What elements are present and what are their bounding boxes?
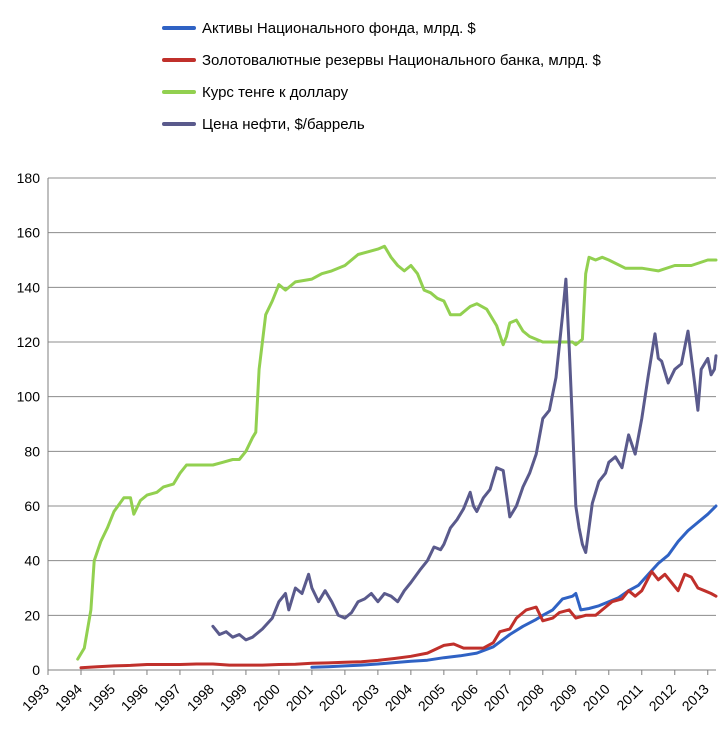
y-tick-label: 140	[17, 279, 41, 295]
y-tick-label: 180	[17, 170, 41, 186]
x-tick-label: 2009	[547, 681, 580, 714]
x-tick-label: 1996	[118, 681, 151, 714]
x-tick-label: 1995	[85, 681, 118, 714]
x-tick-label: 2013	[679, 681, 712, 714]
y-tick-label: 120	[17, 334, 41, 350]
legend-swatch	[162, 122, 196, 126]
x-tick-label: 2007	[481, 681, 514, 714]
y-tick-label: 20	[24, 607, 40, 623]
x-tick-label: 1993	[19, 681, 52, 714]
legend-item: Золотовалютные резервы Национального бан…	[162, 44, 601, 76]
x-tick-label: 2010	[580, 681, 613, 714]
legend-label: Активы Национального фонда, млрд. $	[202, 19, 476, 37]
y-tick-label: 40	[24, 553, 40, 569]
y-tick-label: 60	[24, 498, 40, 514]
axes	[47, 178, 716, 675]
x-tick-label: 2004	[382, 681, 415, 714]
x-tick-label: 2002	[316, 681, 349, 714]
x-tick-label: 2012	[646, 681, 679, 714]
x-tick-label: 2008	[514, 681, 547, 714]
x-tick-label: 1999	[217, 681, 250, 714]
x-tick-label: 1998	[184, 681, 217, 714]
x-tick-label: 2006	[448, 681, 481, 714]
x-tick-labels: 1993 1994 1995 1996 1997 1998 1999 2000 2001 2002…	[19, 681, 712, 714]
x-tick-label: 1997	[151, 681, 184, 714]
y-tick-label: 160	[17, 225, 41, 241]
y-tick-label: 100	[17, 389, 41, 405]
legend-swatch	[162, 90, 196, 94]
x-tick-label: 2003	[349, 681, 382, 714]
x-tick-label: 2001	[283, 681, 316, 714]
legend-swatch	[162, 58, 196, 62]
x-tick-label: 2005	[415, 681, 448, 714]
series-line-3	[211, 277, 718, 642]
legend-label: Золотовалютные резервы Национального бан…	[202, 51, 601, 69]
x-tick-label: 1994	[52, 681, 85, 714]
legend-label: Цена нефти, $/баррель	[202, 115, 365, 133]
legend-swatch	[162, 26, 196, 30]
legend-item: Активы Национального фонда, млрд. $	[162, 12, 601, 44]
legend-item: Цена нефти, $/баррель	[162, 108, 601, 140]
series-line-0	[310, 504, 718, 669]
legend-item: Курс тенге к доллару	[162, 76, 601, 108]
series-line-1	[79, 570, 718, 670]
legend-label: Курс тенге к доллару	[202, 83, 349, 101]
y-tick-labels: 0 20 40 60 80 100 120 140 160 180	[17, 170, 41, 678]
y-tick-label: 0	[32, 662, 40, 678]
series-line-2	[76, 244, 718, 661]
y-tick-label: 80	[24, 443, 40, 459]
x-tick-label: 2000	[250, 681, 283, 714]
series-lines	[76, 244, 718, 670]
x-tick-label: 2011	[613, 681, 646, 714]
chart-legend: Активы Национального фонда, млрд. $ Золот…	[162, 12, 601, 140]
grid-lines	[48, 177, 716, 616]
